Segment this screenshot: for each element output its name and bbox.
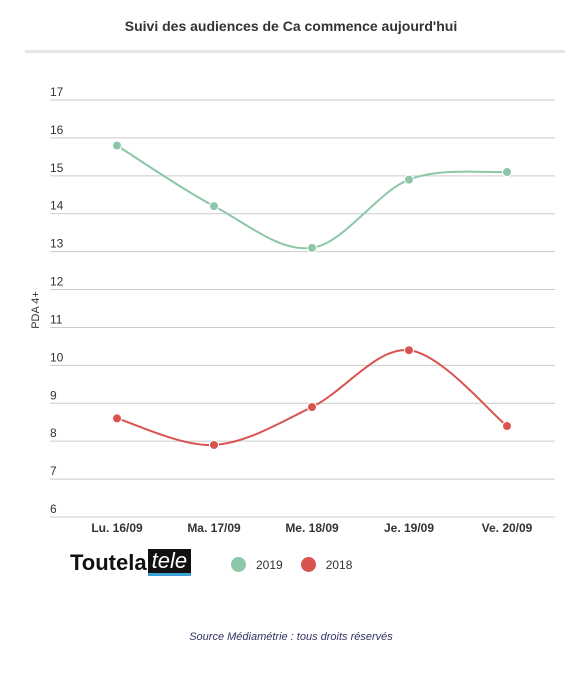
y-tick-label: 16 — [50, 123, 64, 137]
y-tick-label: 14 — [50, 199, 64, 213]
y-tick-label: 7 — [50, 464, 57, 478]
logo-text-part1: Toutela — [70, 549, 147, 575]
data-point-2019[interactable] — [404, 174, 414, 185]
y-tick-label: 13 — [50, 237, 64, 251]
x-tick-label: Ma. 17/09 — [187, 521, 241, 535]
y-tick-label: 9 — [50, 388, 57, 402]
legend-item-2019[interactable]: 2019 — [231, 557, 283, 572]
y-tick-label: 11 — [50, 312, 63, 326]
legend-item-2018[interactable]: 2018 — [300, 557, 353, 572]
x-tick-label: Je. 19/09 — [384, 521, 434, 535]
title-divider — [25, 50, 565, 53]
chart-legend: 2019 2018 — [231, 557, 370, 572]
series-layer — [112, 140, 512, 450]
y-tick-label: 6 — [50, 502, 57, 516]
data-point-2019[interactable] — [112, 140, 122, 151]
legend-swatch-2018 — [300, 557, 316, 572]
legend-label-2019: 2019 — [256, 557, 283, 572]
legend-label-2018: 2018 — [325, 557, 353, 572]
y-axis-label: PDA 4+ — [30, 291, 42, 329]
y-tick-label: 17 — [50, 85, 64, 99]
y-tick-label: 12 — [50, 275, 64, 289]
y-tick-labels: 6 7 8 9 10 11 12 13 14 15 16 17 — [50, 85, 64, 516]
legend-swatch-2019 — [231, 557, 246, 572]
data-point-2019[interactable] — [502, 167, 512, 178]
data-point-2018[interactable] — [502, 421, 512, 432]
data-point-2018[interactable] — [112, 413, 122, 424]
series-line-2019 — [116, 144, 508, 250]
chart-title: Suivi des audiences de Ca commence aujou… — [124, 18, 458, 34]
data-point-2019[interactable] — [307, 242, 317, 253]
data-point-2018[interactable] — [307, 402, 317, 413]
series-line-2018 — [116, 349, 508, 446]
x-tick-labels: Lu. 16/09 Ma. 17/09 Me. 18/09 Je. 19/09 Ve. … — [91, 521, 532, 535]
y-tick-label: 8 — [50, 426, 57, 440]
y-tick-label: 15 — [50, 161, 64, 175]
data-point-2019[interactable] — [209, 201, 219, 212]
data-point-2018[interactable] — [404, 345, 414, 356]
x-tick-label: Lu. 16/09 — [91, 521, 143, 535]
x-tick-label: Me. 18/09 — [285, 521, 339, 535]
source-note: Source Médiamétrie : tous droits réservé… — [189, 631, 393, 643]
y-tick-label: 10 — [50, 350, 64, 364]
x-tick-label: Ve. 20/09 — [482, 521, 533, 535]
grid-lines — [50, 99, 555, 518]
brand-logo: Toutela tele — [70, 549, 192, 576]
data-point-2018[interactable] — [209, 439, 219, 450]
logo-text-part2: tele — [147, 549, 192, 576]
